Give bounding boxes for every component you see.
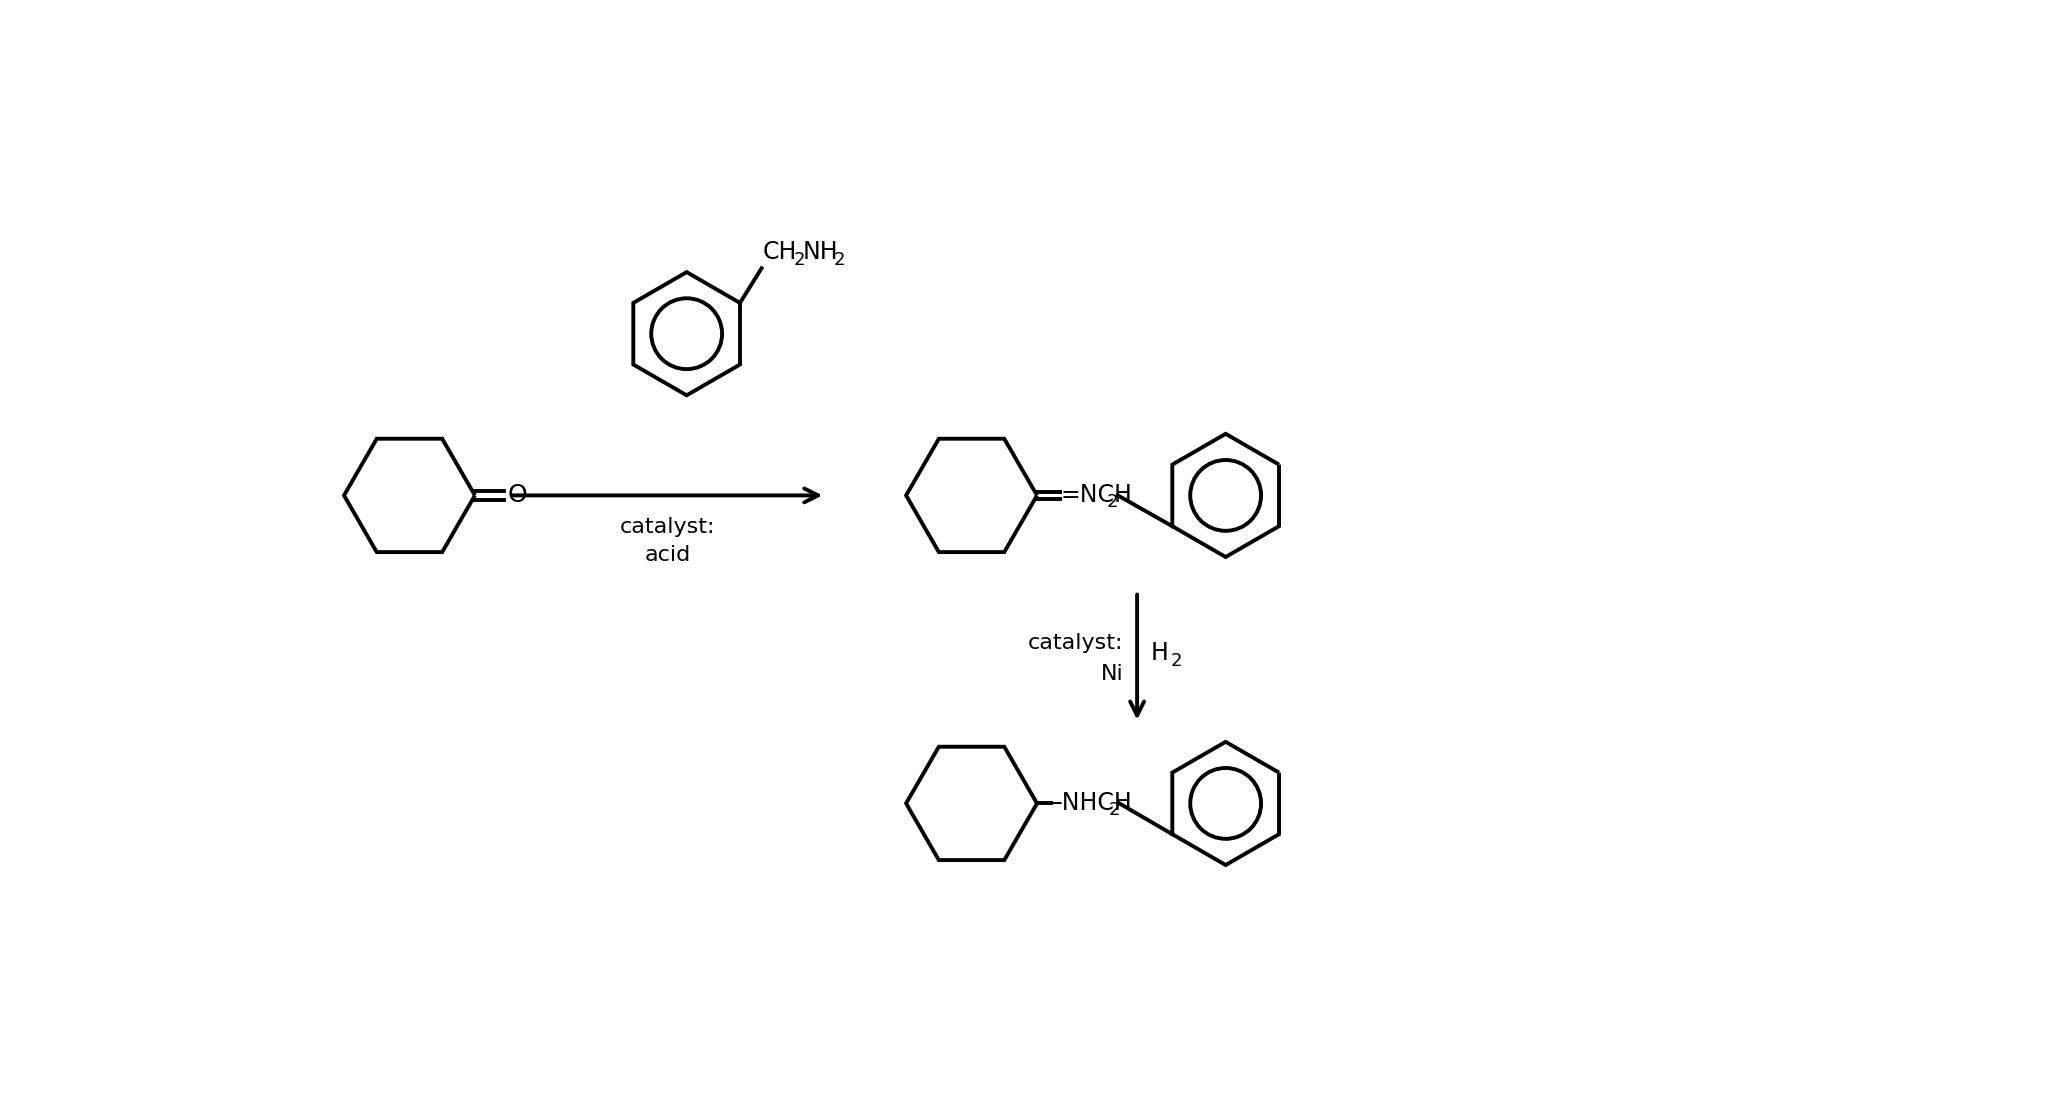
Text: CH: CH — [764, 241, 797, 264]
Text: =NCH: =NCH — [1061, 483, 1131, 507]
Text: 2: 2 — [1170, 652, 1183, 670]
Text: H: H — [1152, 641, 1168, 666]
Text: 2: 2 — [834, 251, 844, 269]
Text: –NHCH: –NHCH — [1051, 791, 1133, 816]
Text: acid: acid — [644, 545, 691, 565]
Text: O: O — [508, 483, 528, 507]
Text: 2: 2 — [1108, 800, 1121, 819]
Text: NH: NH — [803, 241, 838, 264]
Text: 2: 2 — [793, 251, 805, 269]
Text: Ni: Ni — [1100, 664, 1123, 684]
Text: catalyst:: catalyst: — [1028, 633, 1123, 653]
Text: catalyst:: catalyst: — [619, 517, 714, 537]
Text: 2: 2 — [1106, 492, 1119, 510]
